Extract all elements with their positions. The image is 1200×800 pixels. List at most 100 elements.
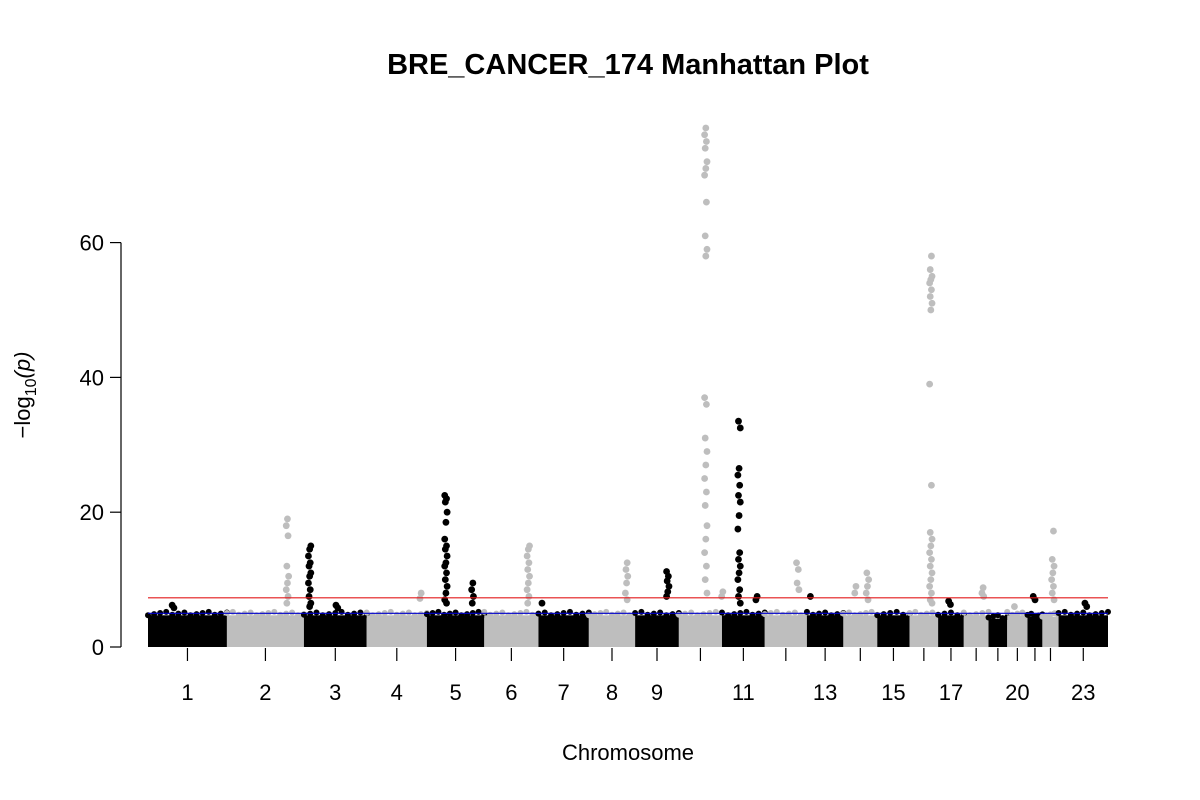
background-point xyxy=(235,611,242,618)
snp-point xyxy=(734,576,742,583)
snp-point xyxy=(734,471,742,479)
snp-point xyxy=(1011,603,1018,610)
background-point xyxy=(1009,611,1016,618)
chromosome-block-11 xyxy=(721,615,765,647)
snp-point xyxy=(926,380,934,388)
snp-point xyxy=(864,582,871,590)
background-point xyxy=(620,609,627,616)
snp-point xyxy=(926,279,934,287)
snp-point xyxy=(443,569,450,577)
background-point xyxy=(326,611,333,618)
x-tick-label: 4 xyxy=(391,680,403,705)
background-point xyxy=(393,611,400,618)
x-axis: 1 2 3 4 5 6 7 8 9 11 13 15 17 20 23 xyxy=(181,648,1096,705)
snp-point xyxy=(703,488,710,496)
background-point xyxy=(603,608,610,615)
background-point xyxy=(1092,611,1099,618)
snp-point xyxy=(793,579,801,587)
snp-point xyxy=(701,549,709,557)
snp-point xyxy=(306,586,314,594)
snp-point xyxy=(736,549,744,557)
background-point xyxy=(675,611,682,618)
snp-point xyxy=(979,584,987,592)
snp-point xyxy=(863,569,871,577)
background-point xyxy=(375,611,382,618)
background-point xyxy=(1004,608,1011,615)
background-point xyxy=(912,608,919,615)
background-point xyxy=(211,611,218,618)
background-point xyxy=(481,608,488,615)
background-point xyxy=(499,609,506,616)
snp-point xyxy=(443,552,451,560)
snp-point xyxy=(862,589,870,597)
snp-point xyxy=(441,535,449,543)
background-point xyxy=(1061,608,1068,615)
snp-point xyxy=(701,144,709,152)
snp-point xyxy=(928,252,935,260)
background-point xyxy=(591,611,598,618)
chromosome-block-23 xyxy=(1058,615,1108,647)
background-point xyxy=(985,614,992,621)
snp-point xyxy=(735,569,743,577)
snp-point xyxy=(735,417,742,425)
y-axis-label: −log10(p) xyxy=(10,352,40,439)
chromosome-block-20 xyxy=(1007,615,1028,647)
chromosome-block-6 xyxy=(484,615,539,647)
background-point xyxy=(554,611,561,618)
snp-point xyxy=(441,576,449,583)
snp-point xyxy=(926,293,934,300)
background-point xyxy=(608,611,615,618)
background-point xyxy=(688,609,695,616)
x-axis-label: Chromosome xyxy=(562,740,694,765)
snp-point xyxy=(525,559,533,567)
snp-point xyxy=(734,525,742,533)
snp-point xyxy=(703,400,710,408)
snp-point xyxy=(1083,603,1091,610)
background-point xyxy=(791,609,798,616)
background-point xyxy=(712,608,719,615)
data-points xyxy=(168,124,1091,612)
chromosome-block-4 xyxy=(366,615,427,647)
x-tick-label: 3 xyxy=(329,680,341,705)
snp-point xyxy=(523,552,531,560)
snp-point xyxy=(442,518,450,526)
y-tick-label: 60 xyxy=(80,231,104,256)
background-point xyxy=(749,611,756,618)
snp-point xyxy=(470,593,477,600)
chromosome-block-22 xyxy=(1042,616,1059,647)
background-point xyxy=(990,613,997,620)
snp-point xyxy=(928,589,935,597)
snp-point xyxy=(526,572,533,580)
snp-point xyxy=(735,512,743,519)
snp-point xyxy=(928,555,935,563)
snp-point xyxy=(1050,562,1058,570)
background-point xyxy=(464,611,471,618)
snp-point xyxy=(468,599,476,607)
snp-point xyxy=(736,424,744,432)
snp-point xyxy=(928,569,936,577)
snp-point xyxy=(469,579,477,587)
background-point xyxy=(893,608,900,615)
chromosome-block-7 xyxy=(538,615,589,647)
snp-point xyxy=(926,562,934,570)
snp-point xyxy=(284,579,291,587)
background-point xyxy=(868,608,875,615)
background-point xyxy=(857,611,864,618)
snp-point xyxy=(947,601,954,608)
x-tick-label: 1 xyxy=(181,680,193,705)
chromosome-block-21 xyxy=(1027,616,1043,647)
snp-point xyxy=(701,502,709,509)
snp-point xyxy=(865,576,873,583)
snp-point xyxy=(665,582,673,590)
snp-point xyxy=(928,599,936,607)
snp-point xyxy=(441,498,449,506)
snp-point xyxy=(926,549,934,557)
snp-point xyxy=(1049,569,1057,577)
snp-point xyxy=(928,286,935,294)
background-point xyxy=(277,611,284,618)
x-tick-label: 20 xyxy=(1005,680,1029,705)
snp-point xyxy=(622,566,630,573)
snp-point xyxy=(1050,582,1057,590)
x-tick-label: 8 xyxy=(606,680,618,705)
